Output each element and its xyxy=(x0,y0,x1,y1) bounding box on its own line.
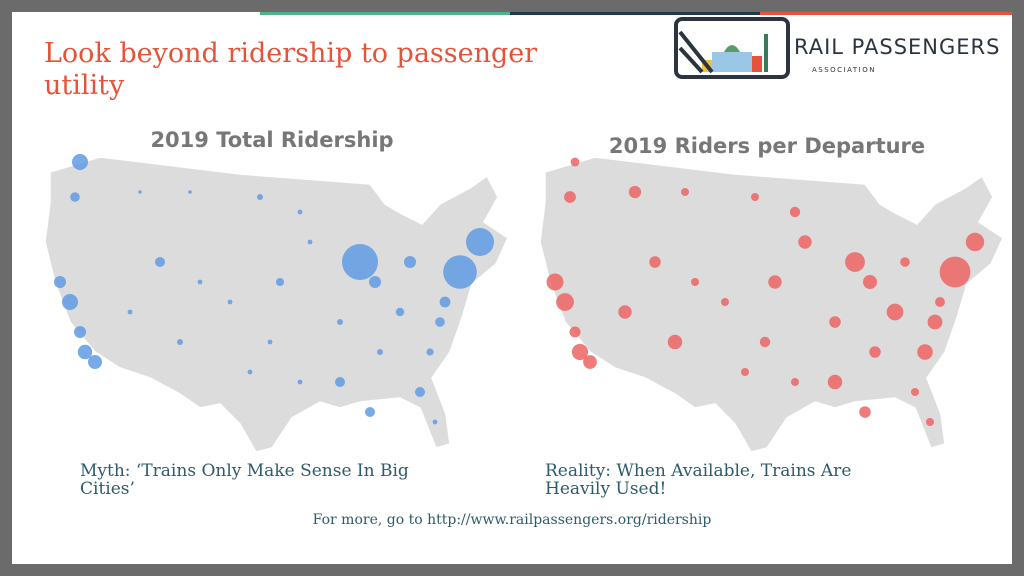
station-bubble xyxy=(556,293,574,311)
station-bubble xyxy=(297,209,303,215)
station-bubble xyxy=(681,188,689,196)
station-bubble xyxy=(74,326,86,338)
station-bubble xyxy=(829,316,841,328)
station-bubble xyxy=(257,194,263,200)
station-bubble xyxy=(900,257,910,267)
map-title: 2019 Total Ridership xyxy=(150,128,393,152)
station-bubble xyxy=(917,344,933,360)
maps: RAIL PASSENGERS ASSOCIATION 2019 Total R… xyxy=(44,12,1012,453)
map xyxy=(539,156,1004,453)
station-bubble xyxy=(571,343,589,361)
station-bubble xyxy=(335,377,345,387)
map-title: 2019 Riders per Departure xyxy=(609,134,925,158)
station-bubble xyxy=(426,348,434,356)
logo-subtitle: ASSOCIATION xyxy=(812,66,876,74)
station-bubble xyxy=(62,294,78,310)
map-caption: Reality: When Available, Trains Are Heav… xyxy=(545,461,852,499)
station-bubble xyxy=(88,355,102,369)
station-bubble xyxy=(721,298,729,306)
station-bubble xyxy=(569,326,581,338)
station-bubble xyxy=(751,193,759,201)
station-bubble xyxy=(432,419,438,425)
station-bubble xyxy=(404,256,416,268)
logo-name: RAIL PASSENGERS xyxy=(794,35,1000,59)
map xyxy=(44,154,509,453)
station-bubble xyxy=(337,319,343,325)
station-bubble xyxy=(443,255,477,289)
station-bubble xyxy=(546,273,564,291)
station-bubble xyxy=(691,278,699,286)
footer: For more, go to http://www.railpassenger… xyxy=(312,512,712,528)
station-bubble xyxy=(768,275,782,289)
station-bubble xyxy=(227,299,233,305)
station-bubble xyxy=(297,379,303,385)
station-bubble xyxy=(276,278,284,286)
station-bubble xyxy=(935,297,945,307)
station-bubble xyxy=(927,314,943,330)
station-bubble xyxy=(395,307,405,317)
station-bubble xyxy=(911,388,919,396)
station-bubble xyxy=(188,190,192,194)
station-bubble xyxy=(798,235,812,249)
station-bubble xyxy=(564,191,576,203)
station-bubble xyxy=(155,257,165,267)
station-bubble xyxy=(570,157,580,167)
accent-bar xyxy=(760,12,1012,15)
station-bubble xyxy=(759,336,771,348)
station-bubble xyxy=(138,190,142,194)
station-bubble xyxy=(939,256,971,288)
station-bubble xyxy=(77,344,93,360)
station-bubble xyxy=(965,232,985,252)
station-bubble xyxy=(741,368,749,376)
accent-bar xyxy=(260,12,510,15)
station-bubble xyxy=(307,239,313,245)
station-bubble xyxy=(649,256,661,268)
logo: RAIL PASSENGERS ASSOCIATION xyxy=(674,17,1000,79)
station-bubble xyxy=(667,334,683,350)
station-bubble xyxy=(435,317,445,327)
station-bubble xyxy=(70,192,80,202)
us-map xyxy=(539,156,1004,453)
slide: RAIL PASSENGERS ASSOCIATION 2019 Total R… xyxy=(12,12,1012,564)
station-bubble xyxy=(791,378,799,386)
station-bubble xyxy=(845,252,865,272)
station-bubble xyxy=(789,206,801,218)
station-bubble xyxy=(926,418,934,426)
station-bubble xyxy=(177,339,183,345)
station-bubble xyxy=(127,309,133,315)
station-bubble xyxy=(628,185,642,199)
station-bubble xyxy=(369,276,381,288)
station-bubble xyxy=(859,406,871,418)
station-bubble xyxy=(415,387,425,397)
station-bubble xyxy=(886,303,904,321)
station-bubble xyxy=(439,296,451,308)
station-bubble xyxy=(342,244,378,280)
accent-bar xyxy=(510,12,760,15)
station-bubble xyxy=(466,228,494,256)
station-bubble xyxy=(267,339,273,345)
slide-title: Look beyond ridership to passenger utili… xyxy=(44,38,538,101)
station-bubble xyxy=(247,369,253,375)
station-bubble xyxy=(863,275,877,289)
station-bubble xyxy=(827,374,843,390)
map-caption: Myth: ‘Trains Only Make Sense In Big Cit… xyxy=(80,461,409,499)
us-map xyxy=(44,156,509,453)
station-bubble xyxy=(197,279,203,285)
station-bubble xyxy=(583,355,597,369)
station-bubble xyxy=(72,154,88,170)
station-bubble xyxy=(869,346,881,358)
station-bubble xyxy=(54,276,66,288)
station-bubble xyxy=(377,349,383,355)
station-bubble xyxy=(365,407,375,417)
station-bubble xyxy=(618,305,632,319)
